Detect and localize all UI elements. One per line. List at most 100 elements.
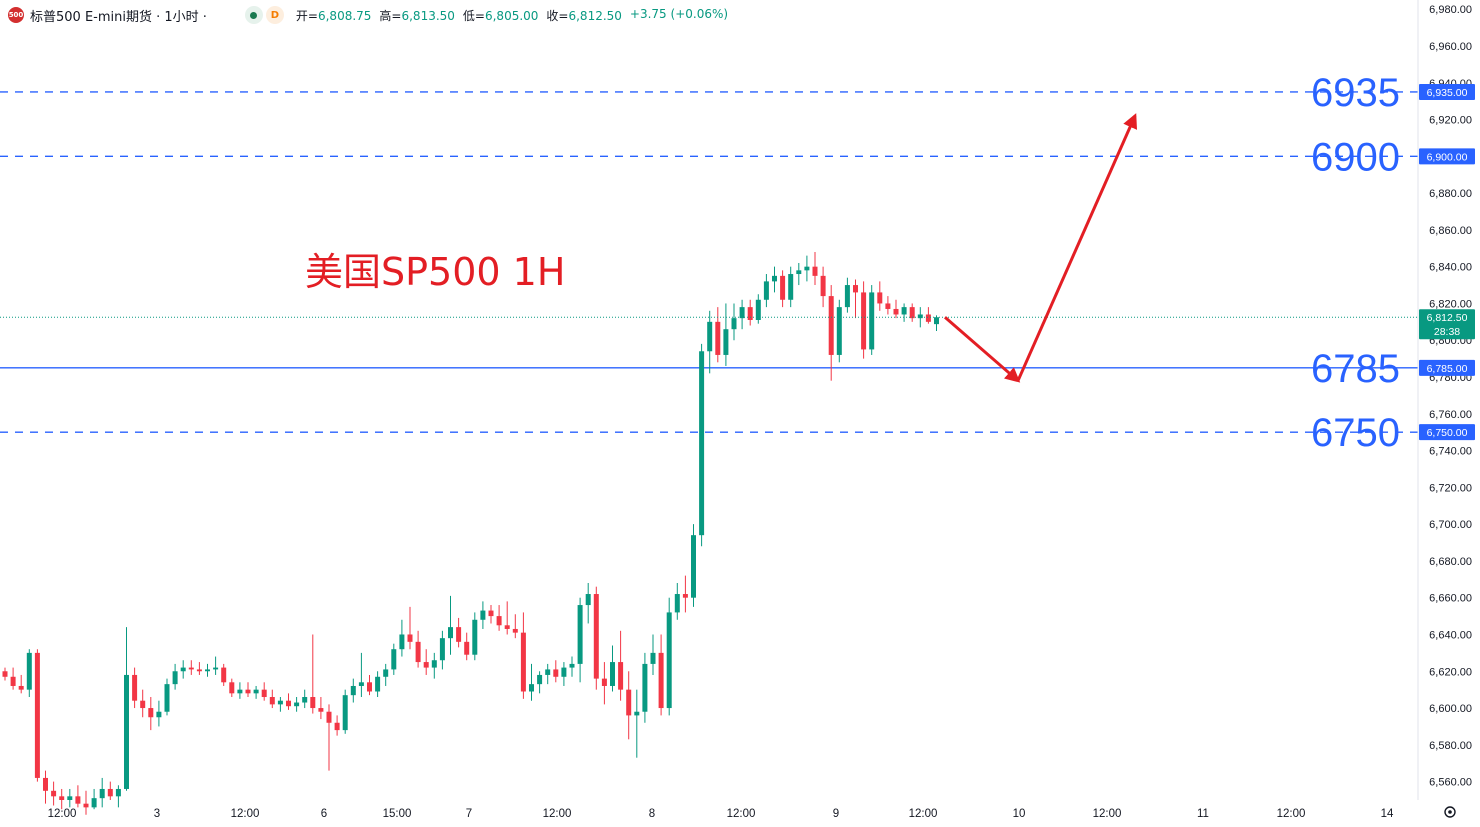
candle xyxy=(731,303,737,341)
candle-body xyxy=(229,682,235,694)
candle xyxy=(504,601,510,635)
candle-body xyxy=(901,307,907,315)
symbol-logo[interactable]: 500 xyxy=(8,7,24,23)
candle xyxy=(107,781,113,800)
market-open-icon[interactable] xyxy=(244,6,263,24)
candle xyxy=(820,266,826,308)
candle xyxy=(399,619,405,657)
time-tick-label: 8 xyxy=(649,808,655,820)
candle-body xyxy=(51,790,57,797)
candle-body xyxy=(601,678,607,686)
candle xyxy=(901,303,907,322)
candle-body xyxy=(650,652,656,664)
candle-body xyxy=(318,708,324,712)
candle xyxy=(812,251,818,286)
candle xyxy=(205,663,210,677)
down-arrow[interactable] xyxy=(944,316,1021,383)
candle xyxy=(796,262,802,286)
candle-body xyxy=(2,671,8,677)
chart-title: 美国SP500 1H xyxy=(305,250,565,294)
candle-body xyxy=(294,702,300,707)
candle-body xyxy=(610,662,615,686)
candle xyxy=(439,630,445,670)
candle xyxy=(861,281,867,359)
candle-body xyxy=(261,689,267,698)
candle-body xyxy=(67,796,73,800)
candle xyxy=(472,612,478,661)
symbol-header: 500 标普500 E-mini期货 · 1小时 · D 开=6,808.75 … xyxy=(0,0,728,30)
level-axis-tag-label: 6,900.00 xyxy=(1427,151,1468,163)
settings-gear-icon[interactable] xyxy=(1444,806,1456,818)
candle xyxy=(237,682,243,699)
candle-body xyxy=(593,594,599,679)
candle-body xyxy=(448,627,453,639)
candle-body xyxy=(877,292,883,304)
time-tick-label: 12:00 xyxy=(909,808,938,820)
candle-body xyxy=(529,684,534,692)
candle-body xyxy=(561,667,567,677)
candle xyxy=(715,307,721,363)
delayed-data-icon[interactable]: D xyxy=(265,6,284,24)
candle xyxy=(934,315,939,332)
candle-body xyxy=(124,674,129,789)
candle xyxy=(172,663,178,690)
price-tick-label: 6,960.00 xyxy=(1429,41,1472,53)
candle xyxy=(618,630,624,701)
time-tick-label: 15:00 xyxy=(383,808,412,820)
candle xyxy=(196,662,202,675)
candle-body xyxy=(342,695,348,731)
candle-body xyxy=(512,628,518,633)
high-readout: 高=6,813.50 xyxy=(379,8,455,23)
candle xyxy=(431,652,437,679)
candle-body xyxy=(666,612,672,709)
candle-body xyxy=(326,711,332,723)
candle xyxy=(245,682,251,698)
candle xyxy=(464,632,470,661)
candle-body xyxy=(828,296,834,355)
candle-body xyxy=(188,667,194,670)
candle-body xyxy=(423,662,429,668)
candle xyxy=(180,660,186,679)
up-arrow[interactable] xyxy=(1016,113,1138,382)
symbol-title[interactable]: 标普500 E-mini期货 · 1小时 · xyxy=(30,9,207,25)
candle xyxy=(893,299,899,319)
candle xyxy=(91,788,97,810)
candle-body xyxy=(780,275,786,300)
candle xyxy=(707,310,713,374)
price-tick-label: 6,840.00 xyxy=(1429,262,1472,274)
candle xyxy=(520,612,526,699)
candle-body xyxy=(861,292,867,350)
time-tick-label: 12:00 xyxy=(1093,808,1122,820)
candle xyxy=(448,595,453,655)
candle xyxy=(10,667,16,690)
candle xyxy=(917,307,923,328)
candle-body xyxy=(286,700,291,707)
candle xyxy=(529,663,534,701)
candle xyxy=(626,671,632,740)
candle xyxy=(156,700,162,727)
candle-body xyxy=(569,663,575,668)
candle xyxy=(788,266,794,308)
candle xyxy=(83,790,89,815)
candle xyxy=(480,601,486,629)
candle-body xyxy=(893,308,899,315)
candle-body xyxy=(358,682,364,686)
time-tick-label: 12:00 xyxy=(1277,808,1306,820)
candle xyxy=(367,674,372,696)
price-tick-label: 6,660.00 xyxy=(1429,593,1472,605)
candle xyxy=(383,663,389,686)
candle-body xyxy=(350,685,356,696)
price-tick-label: 6,720.00 xyxy=(1429,482,1472,494)
candle-body xyxy=(164,684,170,712)
candle xyxy=(358,652,364,698)
candle xyxy=(658,634,664,716)
candle-body xyxy=(310,697,316,709)
candle xyxy=(407,606,413,650)
candle-body xyxy=(407,634,413,642)
candle xyxy=(877,281,883,311)
price-tick-label: 6,560.00 xyxy=(1429,777,1472,789)
candle-body xyxy=(626,689,632,716)
time-tick-label: 12:00 xyxy=(48,808,77,820)
